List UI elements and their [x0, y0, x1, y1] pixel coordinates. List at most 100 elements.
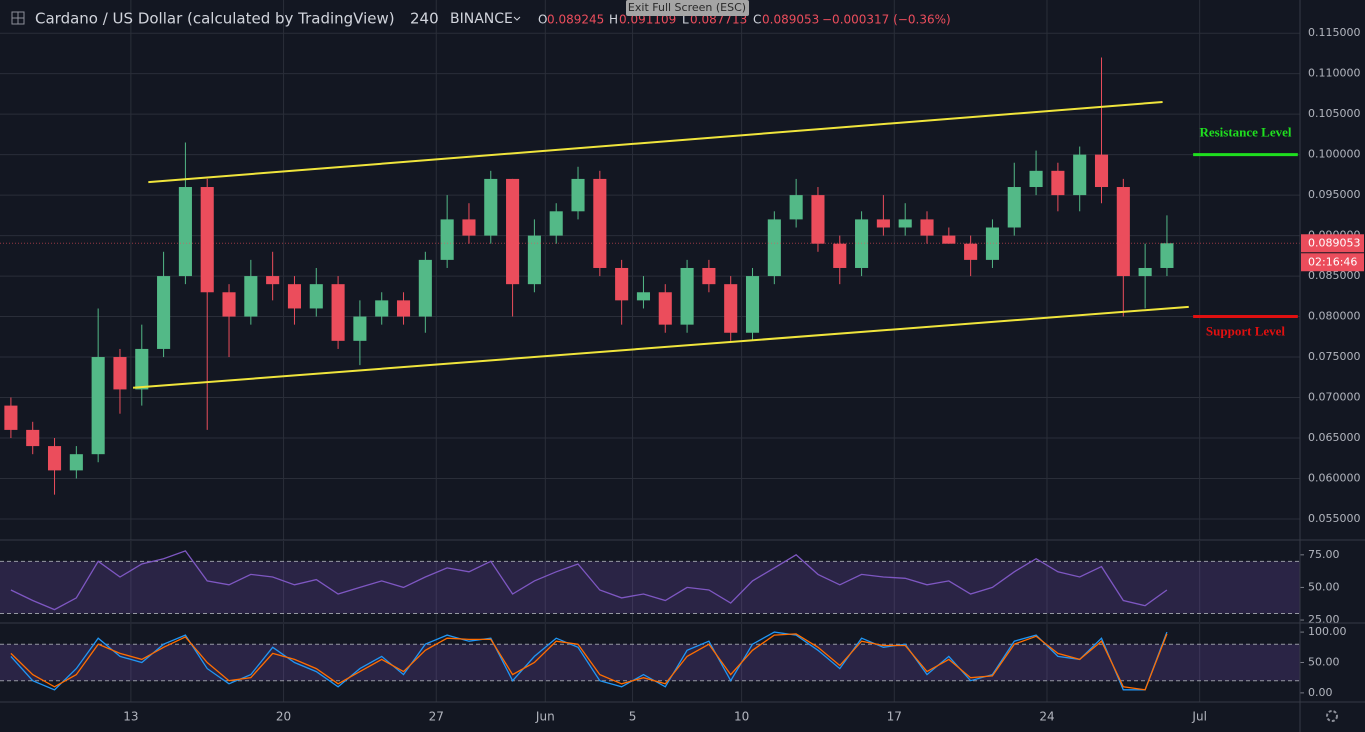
x-tick-label: 24: [1039, 710, 1054, 724]
candle-body: [135, 348, 149, 390]
candle-body: [244, 276, 258, 317]
ohlc-letter: H: [609, 13, 618, 27]
bands: [0, 560, 1300, 682]
candle-body: [942, 235, 956, 244]
candle-body: [1051, 170, 1065, 196]
y-tick-label: 0.095000: [1308, 188, 1361, 201]
x-tick-label: 5: [629, 710, 637, 724]
ohlc-value: 0.089245: [547, 13, 604, 27]
y-tick-label: 25.00: [1308, 613, 1340, 626]
y-tick-label: 0.115000: [1308, 26, 1361, 39]
candle-body: [898, 219, 912, 228]
candle-body: [767, 219, 781, 277]
candle-body: [745, 276, 760, 333]
y-tick-label: 0.055000: [1308, 512, 1361, 525]
candle-body: [113, 357, 127, 390]
candle-body: [1138, 267, 1152, 277]
candle-body: [680, 267, 694, 325]
candle-body: [1073, 154, 1087, 196]
level-label: Resistance Level: [1199, 125, 1291, 140]
countdown: 02:16:46: [1308, 255, 1357, 268]
x-tick-label: 10: [734, 710, 749, 724]
x-tick-label: 27: [429, 710, 444, 724]
marks: [0, 57, 1300, 691]
indicator-line: [10, 631, 1168, 691]
x-tick-label: Jun: [535, 710, 555, 724]
indicator-line: [10, 633, 1168, 691]
y-tick-label: 0.100000: [1308, 148, 1361, 161]
x-tick-label: 20: [276, 710, 291, 724]
price-tag-box: [1301, 234, 1364, 253]
y-tick-label: 50.00: [1308, 580, 1340, 593]
candle-body: [375, 300, 389, 317]
ohlc-letter: O: [538, 13, 547, 27]
band-fill: [0, 561, 1300, 614]
exchange: BINANCE: [450, 11, 513, 27]
candle-body: [331, 284, 345, 341]
ohlc-letter: L: [682, 13, 689, 27]
y-tick-label: 0.065000: [1308, 431, 1361, 444]
y-tick-label: 0.060000: [1308, 471, 1361, 484]
settings-icon[interactable]: [1326, 710, 1338, 722]
candle-body: [833, 243, 847, 268]
candle-body: [484, 178, 498, 236]
candle-body: [157, 276, 171, 349]
grid: [0, 0, 1300, 702]
dropdown-caret[interactable]: [513, 16, 521, 21]
y-tick-label: 0.00: [1308, 686, 1333, 699]
x-tick-label: 17: [887, 710, 902, 724]
candle-body: [593, 178, 607, 268]
y-tick-label: 0.105000: [1308, 107, 1361, 120]
candle-body: [462, 219, 476, 236]
x-tick-label: Jul: [1191, 710, 1206, 724]
ohlc-letter: C: [753, 13, 761, 27]
candle-body: [69, 454, 83, 471]
level-label: Support Level: [1206, 324, 1285, 339]
candle-body: [985, 227, 999, 260]
trendline: [148, 101, 1163, 184]
candle-body: [964, 243, 978, 260]
interval[interactable]: 240: [410, 10, 439, 28]
ohlc-value: 0.089053: [762, 13, 819, 27]
candle-body: [440, 219, 454, 260]
candle-body: [702, 267, 716, 285]
y-tick-label: 75.00: [1308, 548, 1340, 561]
candle-body: [91, 357, 105, 455]
candle-body: [724, 284, 738, 333]
candle-body: [658, 292, 672, 325]
exit-button-label: Exit Full Screen (ESC): [628, 1, 746, 14]
candle-body: [1007, 187, 1021, 228]
candle-body: [353, 316, 367, 341]
y-tick-label: 0.075000: [1308, 350, 1361, 363]
y-tick-label: 0.080000: [1308, 310, 1361, 323]
candle-body: [418, 259, 432, 317]
candle-body: [222, 292, 236, 317]
x-tick-label: 13: [123, 710, 138, 724]
candle-body: [876, 219, 890, 228]
candle-body: [549, 211, 563, 236]
price-tag: 0.089053: [1308, 236, 1361, 249]
candle-body: [527, 235, 541, 285]
y-tick-label: 100.00: [1308, 625, 1347, 638]
candle-body: [811, 195, 825, 244]
candle-body: [1029, 170, 1043, 188]
candle-body: [309, 284, 323, 309]
candle-body: [178, 187, 192, 277]
y-tick-label: 0.070000: [1308, 391, 1361, 404]
candle-body: [1116, 187, 1130, 277]
candle-body: [47, 446, 62, 471]
indicator-line: [10, 550, 1168, 611]
candle-body: [571, 178, 585, 212]
candle-body: [506, 178, 520, 285]
candle-body: [396, 300, 411, 317]
candle-body: [789, 195, 803, 220]
exit-button[interactable]: [626, 0, 749, 16]
toolbar: Cardano / US Dollar (calculated by Tradi…: [11, 0, 951, 28]
candle-body: [636, 292, 650, 301]
change: −0.000317 (−0.36%): [822, 13, 951, 27]
candle-body: [920, 219, 934, 236]
axes: 13 20 27 Jun 5 10 17 24 Jul 0.055000 0.060000 0.065…: [123, 26, 1364, 724]
